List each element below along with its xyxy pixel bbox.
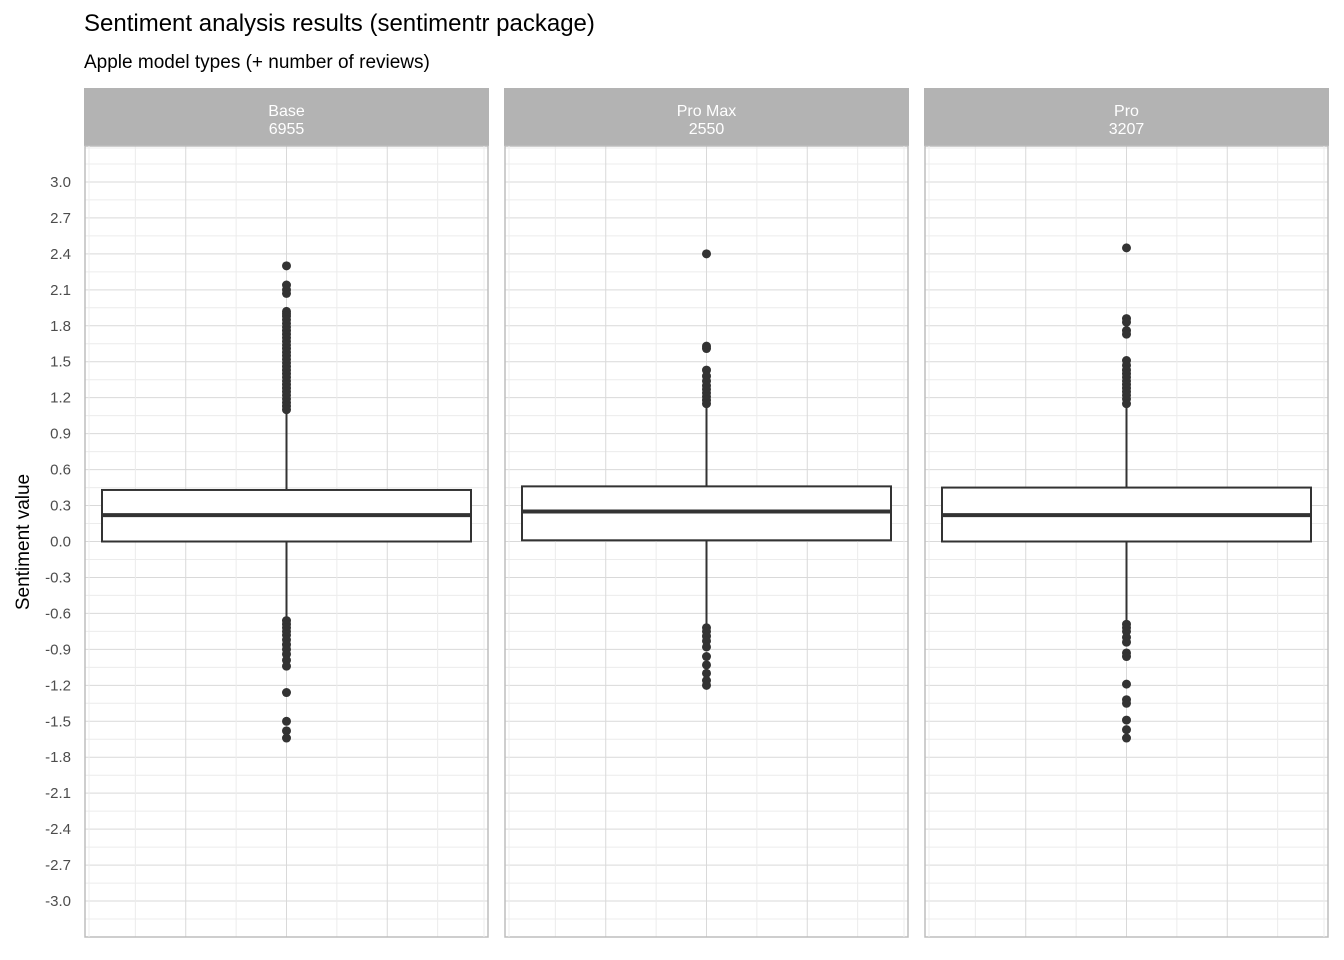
y-tick-label: -0.9 (45, 641, 71, 658)
facet-label: Pro Max (677, 103, 737, 120)
outlier-point (702, 680, 711, 690)
outlier-point (702, 652, 711, 662)
outlier-point (282, 261, 291, 271)
outlier-point (282, 661, 291, 671)
y-tick-label: -0.6 (45, 605, 71, 622)
y-tick-label: 0.0 (50, 534, 71, 551)
y-tick-label: 1.5 (50, 354, 71, 371)
outlier-point (1122, 698, 1131, 708)
y-tick-label: -1.5 (45, 713, 71, 730)
y-tick-label: 0.6 (50, 462, 71, 479)
outlier-point (1122, 329, 1131, 339)
outlier-point (1122, 243, 1131, 253)
outlier-point (702, 642, 711, 652)
y-tick-label: -3.0 (45, 893, 71, 910)
y-tick-label: -2.1 (45, 785, 71, 802)
facet-count: 3207 (1109, 121, 1145, 138)
y-tick-label: 0.9 (50, 426, 71, 443)
outlier-point (282, 405, 291, 415)
outlier-point (1122, 317, 1131, 327)
y-tick-label: 2.4 (50, 246, 71, 263)
y-tick-label: -1.8 (45, 749, 71, 766)
outlier-point (702, 344, 711, 354)
facet-count: 2550 (689, 121, 725, 138)
facet-label: Base (268, 103, 305, 120)
outlier-point (282, 288, 291, 298)
outlier-point (1122, 733, 1131, 743)
facet-label: Pro (1114, 103, 1139, 120)
facet-strip (924, 88, 1329, 146)
y-tick-label: -2.4 (45, 821, 71, 838)
y-tick-label: 2.1 (50, 282, 71, 299)
facet-strip (504, 88, 909, 146)
y-tick-label: -2.7 (45, 857, 71, 874)
outlier-point (702, 660, 711, 670)
y-tick-label: -0.3 (45, 569, 71, 586)
facet-strip (84, 88, 489, 146)
outlier-point (702, 249, 711, 259)
outlier-point (282, 716, 291, 726)
outlier-point (282, 688, 291, 698)
outlier-point (1122, 399, 1131, 409)
outlier-point (1122, 679, 1131, 689)
outlier-point (1122, 652, 1131, 662)
outlier-point (1122, 715, 1131, 725)
facet-count: 6955 (269, 121, 305, 138)
panel-border (924, 145, 1329, 938)
panel-border (504, 145, 909, 938)
outlier-point (1122, 637, 1131, 647)
y-tick-label: 2.7 (50, 210, 71, 227)
y-tick-label: -1.2 (45, 677, 71, 694)
outlier-point (1122, 725, 1131, 735)
outlier-point (702, 399, 711, 409)
y-tick-label: 1.8 (50, 318, 71, 335)
panel-border (84, 145, 489, 938)
chart-subtitle: Apple model types (+ number of reviews) (84, 52, 430, 73)
y-tick-label: 0.3 (50, 498, 71, 515)
y-tick-label: 3.0 (50, 174, 71, 191)
y-tick-label: 1.2 (50, 390, 71, 407)
chart-title: Sentiment analysis results (sentimentr p… (84, 10, 595, 37)
outlier-point (702, 668, 711, 678)
outlier-point (282, 733, 291, 743)
outlier-point (282, 726, 291, 736)
